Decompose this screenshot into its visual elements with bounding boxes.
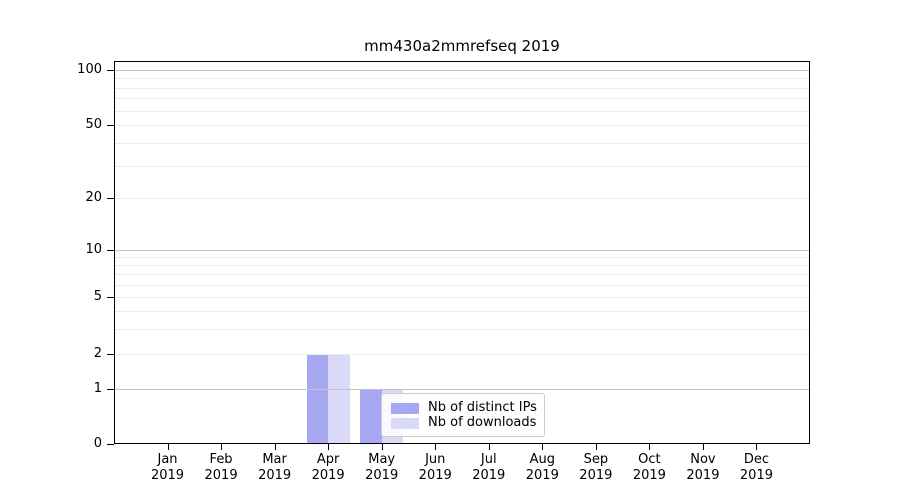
legend-label: Nb of downloads [428, 415, 537, 430]
x-tick-mark-aug [542, 444, 544, 450]
x-tick-mark-oct [649, 444, 651, 450]
gridline-y-5 [115, 297, 809, 298]
y-tick-mark-2 [107, 354, 114, 355]
gridline-y-2 [115, 354, 809, 355]
x-tick-label-jul: Jul 2019 [472, 452, 506, 483]
gridline-y-30 [115, 166, 809, 167]
gridline-y-1 [115, 389, 809, 390]
x-tick-mark-jul [488, 444, 490, 450]
x-tick-label-sep: Sep 2019 [579, 452, 613, 483]
gridline-y-100 [115, 70, 809, 71]
x-tick-mark-sep [595, 444, 597, 450]
x-tick-mark-mar [274, 444, 276, 450]
gridline-y-60 [115, 111, 809, 112]
x-tick-label-oct: Oct 2019 [632, 452, 666, 483]
gridline-y-90 [115, 78, 809, 79]
gridline-y-20 [115, 198, 809, 199]
legend-label: Nb of distinct IPs [428, 400, 537, 415]
y-tick-label-20: 20 [85, 190, 102, 205]
x-tick-label-aug: Aug 2019 [525, 452, 559, 483]
x-tick-mark-jun [435, 444, 437, 450]
gridline-y-50 [115, 125, 809, 126]
x-tick-label-feb: Feb 2019 [204, 452, 238, 483]
gridline-y-9 [115, 257, 809, 258]
gridline-y-40 [115, 143, 809, 144]
legend-swatch-icon [391, 417, 419, 429]
y-tick-mark-100 [107, 70, 114, 71]
bar-downloads-apr [328, 354, 350, 444]
x-tick-label-dec: Dec 2019 [739, 452, 773, 483]
gridline-y-10 [115, 250, 809, 251]
y-tick-mark-20 [107, 198, 114, 199]
gridline-y-6 [115, 285, 809, 286]
y-tick-label-50: 50 [85, 117, 102, 132]
y-tick-label-2: 2 [93, 346, 102, 361]
y-tick-mark-50 [107, 125, 114, 126]
x-tick-label-may: May 2019 [365, 452, 399, 483]
y-tick-mark-0 [107, 444, 114, 445]
x-tick-label-mar: Mar 2019 [258, 452, 292, 483]
x-tick-mark-jan [167, 444, 169, 450]
gridline-y-80 [115, 88, 809, 89]
gridline-y-3 [115, 329, 809, 330]
x-tick-mark-nov [702, 444, 704, 450]
x-tick-label-jan: Jan 2019 [150, 452, 185, 483]
bar-distinct-ips-apr [306, 354, 329, 444]
x-tick-mark-apr [328, 444, 330, 450]
y-tick-mark-1 [107, 389, 114, 390]
chart-legend: Nb of distinct IPs Nb of downloads [381, 393, 545, 437]
chart-title: mm430a2mmrefseq 2019 [364, 37, 560, 55]
gridline-y-8 [115, 265, 809, 266]
x-tick-label-apr: Apr 2019 [311, 452, 345, 483]
y-tick-label-5: 5 [93, 289, 102, 304]
x-tick-mark-dec [756, 444, 758, 450]
y-tick-label-0: 0 [93, 436, 102, 451]
legend-swatch-icon [391, 402, 419, 414]
x-tick-label-nov: Nov 2019 [686, 452, 720, 483]
y-tick-label-100: 100 [77, 62, 102, 77]
gridline-y-4 [115, 311, 809, 312]
legend-item-downloads: Nb of downloads [391, 415, 537, 430]
y-tick-label-1: 1 [93, 381, 102, 396]
bar-distinct-ips-may [360, 389, 382, 444]
x-tick-mark-may [381, 444, 383, 450]
gridline-y-70 [115, 98, 809, 99]
y-tick-label-10: 10 [85, 242, 102, 257]
gridline-y-7 [115, 274, 809, 275]
x-tick-label-jun: Jun 2019 [418, 452, 452, 483]
legend-item-distinct-ips: Nb of distinct IPs [391, 400, 537, 415]
y-tick-mark-10 [107, 250, 114, 251]
y-tick-mark-5 [107, 297, 114, 298]
x-tick-mark-feb [221, 444, 223, 450]
